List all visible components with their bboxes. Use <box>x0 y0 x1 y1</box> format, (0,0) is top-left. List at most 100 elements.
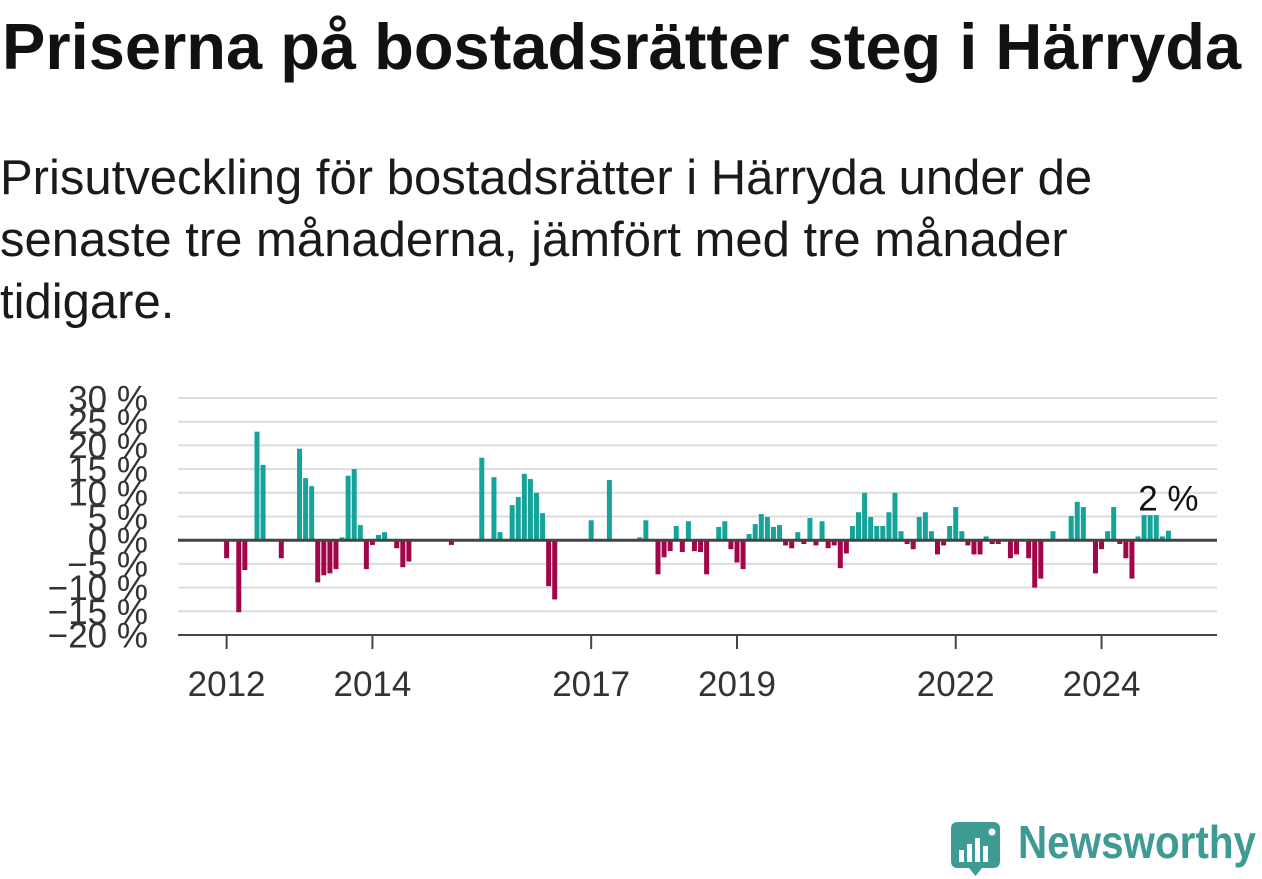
bar-2016-04 <box>533 492 539 541</box>
bar-2016-02 <box>521 473 527 541</box>
y-tick-label: 0 % <box>88 522 148 561</box>
bar-2024-11 <box>1159 536 1165 541</box>
bar-2022-04 <box>971 540 977 555</box>
bar-2020-04 <box>825 540 831 549</box>
bar-2024-08 <box>1141 515 1147 541</box>
bar-2022-05 <box>977 540 983 555</box>
bar-2020-05 <box>831 540 837 546</box>
logo-icon-dot <box>988 828 996 836</box>
bar-2020-03 <box>819 521 825 541</box>
bar-2018-08 <box>704 540 710 575</box>
bar-2018-05 <box>685 521 691 541</box>
bar-2024-04 <box>1117 540 1123 544</box>
bar-2013-09 <box>345 475 351 541</box>
bar-2024-09 <box>1147 515 1153 541</box>
bar-2018-02 <box>667 540 673 552</box>
tick-labels: 30 %25 %20 %15 %10 %5 %0 %−5 %−10 %−15 %… <box>48 380 1199 705</box>
bar-2022-02 <box>959 531 965 541</box>
bar-2013-03 <box>309 486 315 541</box>
bar-2023-09 <box>1074 501 1080 541</box>
bar-2020-07 <box>843 540 849 554</box>
bar-2014-06 <box>400 540 406 568</box>
gridlines <box>178 397 1217 613</box>
bar-2019-12 <box>801 540 807 544</box>
bar-2021-06 <box>910 540 916 550</box>
bar-2020-08 <box>849 525 855 541</box>
x-tick-label: 2012 <box>188 665 266 704</box>
bar-2015-07 <box>479 457 485 541</box>
bar-2020-06 <box>837 540 843 569</box>
x-tick-label: 2024 <box>1063 665 1141 704</box>
bar-2017-01 <box>588 520 594 541</box>
bar-2013-02 <box>303 478 309 541</box>
bar-2015-02 <box>448 540 454 545</box>
bar-2020-11 <box>868 516 874 541</box>
chart-area: 30 % 25 % 20 % 15 % 10 % 5 % 0 % −5 % −10 % −15 %… <box>0 370 1262 710</box>
bar-2021-04 <box>898 531 904 541</box>
bar-2018-12 <box>728 540 734 550</box>
bar-2023-08 <box>1068 516 1074 541</box>
bar-2023-02 <box>1032 540 1038 588</box>
bar-2016-03 <box>527 479 533 541</box>
bar-2024-07 <box>1135 536 1141 541</box>
bar-2013-10 <box>351 469 357 541</box>
bar-2023-12 <box>1092 540 1098 574</box>
bar-chart-badge-icon <box>951 822 1000 876</box>
bar-2022-01 <box>953 507 959 541</box>
bar-2015-09 <box>491 477 497 541</box>
bar-2024-02 <box>1105 531 1111 541</box>
bar-2012-04 <box>242 540 248 571</box>
bar-2020-09 <box>856 512 862 541</box>
bar-2020-02 <box>813 540 819 546</box>
y-tick-label: 15 % <box>68 451 148 490</box>
bar-2013-01 <box>297 448 303 541</box>
bar-2019-11 <box>795 532 801 541</box>
bar-2021-05 <box>904 540 910 544</box>
bar-2020-01 <box>807 517 813 541</box>
chart-title: Priserna på bostadsrätter steg i Härryda <box>2 10 1242 83</box>
bar-2021-10 <box>935 540 941 555</box>
bar-2022-06 <box>983 536 989 541</box>
bar-2014-02 <box>376 534 382 541</box>
x-tick-label: 2014 <box>333 665 411 704</box>
bar-2013-11 <box>357 525 363 541</box>
y-tick-label: −10 % <box>48 569 148 608</box>
bar-2023-03 <box>1038 540 1044 579</box>
bar-2016-06 <box>546 540 552 587</box>
bar-2015-12 <box>509 505 515 541</box>
bar-2018-07 <box>698 540 704 553</box>
bar-2013-06 <box>327 540 333 574</box>
bar-2021-09 <box>928 531 934 541</box>
x-tick-label: 2017 <box>552 665 630 704</box>
bar-2024-12 <box>1165 530 1171 541</box>
bar-2019-01 <box>734 540 740 563</box>
bar-2013-12 <box>363 540 369 570</box>
bar-2019-02 <box>740 540 746 570</box>
bar-2012-03 <box>236 540 242 613</box>
newsworthy-logo: Newsworthy <box>945 812 1262 878</box>
logo-icon-bar <box>975 838 980 862</box>
bar-2019-06 <box>764 516 770 541</box>
bar-2024-03 <box>1111 507 1117 541</box>
bar-2020-12 <box>874 525 880 541</box>
chart-subtitle: Prisutveckling för bostadsrätter i Härry… <box>0 151 1093 329</box>
y-tick-label: 20 % <box>68 427 148 466</box>
bar-2022-11 <box>1013 540 1019 555</box>
bar-2019-05 <box>758 514 764 541</box>
bar-2018-01 <box>661 540 667 558</box>
bar-2024-06 <box>1129 540 1135 579</box>
bar-2024-01 <box>1099 540 1105 550</box>
y-tick-label: 5 % <box>88 498 148 537</box>
x-tick-label: 2019 <box>698 665 776 704</box>
bar-2015-10 <box>497 532 503 541</box>
bar-2016-07 <box>552 540 558 600</box>
bar-2014-01 <box>369 540 375 545</box>
bar-2021-12 <box>947 525 953 541</box>
bar-2021-08 <box>922 512 928 541</box>
bar-2012-07 <box>260 464 266 541</box>
price-change-bar-chart: 30 %25 %20 %15 %10 %5 %0 %−5 %−10 %−15 %… <box>48 380 1217 705</box>
y-tick-label: 10 % <box>68 474 148 513</box>
bar-2017-10 <box>643 520 649 541</box>
bar-2021-03 <box>892 492 898 541</box>
bar-2013-04 <box>315 540 321 583</box>
